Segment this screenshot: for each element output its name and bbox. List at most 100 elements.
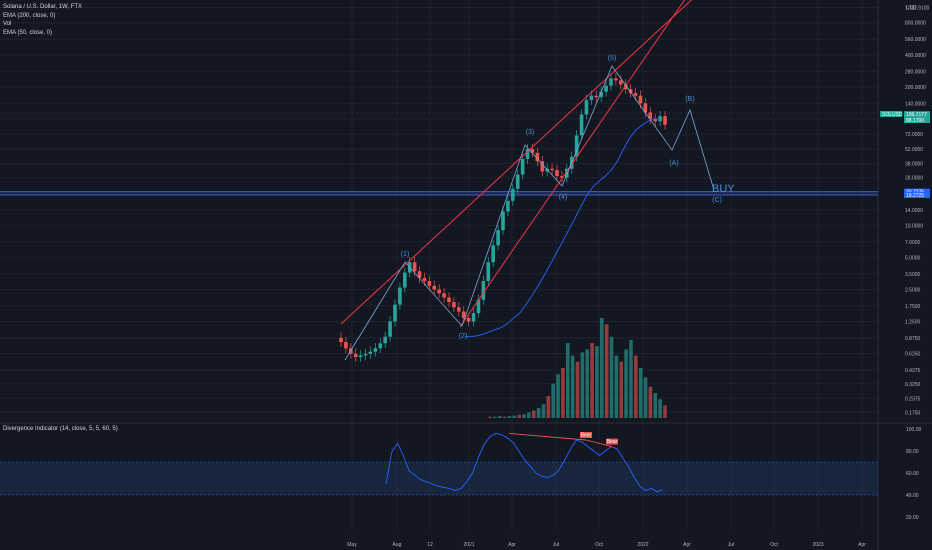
candle-body	[368, 351, 373, 354]
wave-label: (B)	[685, 96, 694, 103]
candle-body	[614, 78, 618, 81]
candle-body	[511, 188, 515, 201]
time-tick: Apr	[858, 542, 866, 548]
price-tick: 1.7500	[905, 304, 921, 310]
ema200-legend[interactable]: EMA (200, close, 0)	[3, 12, 56, 19]
oscillator-bands	[0, 112, 878, 196]
candle-body	[466, 317, 471, 322]
price-badge	[904, 117, 930, 123]
volume-bar	[493, 416, 497, 418]
volume-bar	[643, 377, 648, 418]
volume-bar	[580, 352, 585, 418]
wave-label: (A)	[669, 160, 678, 167]
candle-body	[496, 230, 500, 246]
volume-bar	[546, 396, 551, 418]
candle-body	[398, 287, 402, 305]
volume-bar	[561, 368, 565, 418]
divergence-line	[385, 432, 664, 493]
bear-badge	[580, 432, 592, 438]
candle-body	[520, 158, 525, 175]
volume-bar	[531, 410, 536, 418]
price-tick: 5.0000	[905, 255, 921, 261]
volume-bar	[595, 346, 599, 418]
price-tick: 7.0000	[905, 240, 921, 246]
volume-bar	[585, 349, 590, 418]
bear-label: Bear	[581, 433, 592, 439]
time-axis[interactable]: May Aug 12 2021 Apr Jul Oct 2022 Apr Jul Oct 2023 Ap…	[347, 542, 866, 548]
candle-body	[461, 311, 466, 318]
time-tick: 2022	[637, 542, 648, 548]
volume-bar	[512, 415, 517, 418]
candle-body	[604, 85, 608, 92]
channel-upper	[340, 0, 693, 325]
candle-body	[442, 293, 446, 298]
price-badge-text: 88.1700	[906, 118, 924, 124]
candle-body	[432, 285, 437, 290]
price-tick: 1.2500	[905, 319, 921, 325]
osc-tick: 40.00	[906, 493, 919, 499]
level-badge	[904, 192, 930, 199]
ema50-legend[interactable]: EMA (50, close, 0)	[3, 29, 53, 36]
time-tick: 2021	[463, 542, 474, 548]
bear-divergence-2	[585, 439, 613, 448]
volume-bar	[541, 404, 546, 418]
price-tick: 0.8750	[905, 336, 921, 342]
candle-body	[584, 100, 589, 115]
volume-bar	[609, 336, 614, 418]
price-tick: 800.0000	[905, 21, 926, 27]
price-tick: 3.5000	[905, 272, 921, 278]
candle-body	[515, 174, 520, 189]
price-tick: 0.1750	[905, 410, 921, 416]
candle-body	[383, 336, 387, 344]
candle-body	[653, 118, 657, 122]
price-tick: 280.0000	[905, 69, 926, 75]
volume-bar	[634, 355, 638, 418]
candle-body	[609, 78, 613, 86]
oscillator-legend[interactable]: Divergence Indicator (14, close, 5, 5, 6…	[3, 426, 118, 432]
volume-bar	[527, 412, 531, 418]
price-tick: 38.0000	[905, 162, 923, 168]
price-axis[interactable]: 1,111.9100 800.0000 560.0000 400.0000 280.00…	[880, 5, 930, 416]
price-tick: 0.3250	[905, 382, 921, 388]
candle-body	[506, 200, 510, 212]
volume-bar	[648, 386, 653, 418]
time-tick: 2023	[812, 542, 823, 548]
candle-body	[339, 337, 343, 343]
volume-bar	[488, 416, 492, 418]
bear-badge	[606, 438, 618, 445]
osc-tick: 60.00	[906, 471, 919, 477]
symbol-badge	[880, 111, 902, 117]
osc-band	[0, 462, 878, 495]
candle-body	[540, 161, 545, 172]
level-badge-text: 19.2725	[906, 193, 924, 199]
price-tick: 2.5000	[905, 287, 921, 293]
candle-body	[358, 355, 363, 357]
price-tick: 0.6250	[905, 352, 921, 358]
elliott-wave-path	[344, 65, 715, 361]
ema50-line	[465, 118, 660, 338]
time-tick: 12	[427, 542, 433, 548]
osc-tick: 80.00	[906, 449, 919, 455]
candle-body	[555, 170, 559, 177]
time-tick: Apr	[683, 542, 691, 548]
candle-body	[623, 84, 628, 90]
volume-bar	[619, 361, 624, 418]
volume-bar	[556, 374, 560, 418]
candlesticks	[339, 73, 667, 362]
volume-bar	[600, 318, 604, 418]
time-tick: Oct	[595, 542, 603, 548]
symbol-title[interactable]: Solana / U.S. Dollar, 1W, FTX	[3, 4, 83, 10]
bear-label: Bear	[607, 439, 618, 445]
volume-bar	[624, 349, 628, 418]
candle-body	[427, 281, 432, 286]
buy-label: BUY	[712, 183, 735, 195]
volume-bar	[497, 416, 502, 418]
candle-body	[476, 299, 481, 314]
candle-body	[437, 289, 441, 294]
vol-legend[interactable]: Vol	[3, 21, 12, 27]
candle-body	[417, 271, 422, 279]
candle-body	[658, 116, 662, 122]
candle-body	[619, 80, 623, 85]
price-tick: 72.0000	[905, 132, 923, 138]
